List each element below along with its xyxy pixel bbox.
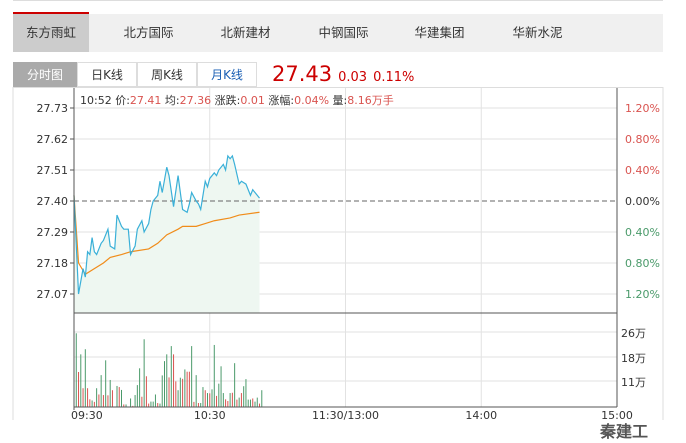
info-pct-label: 涨幅: xyxy=(268,94,295,107)
price-tick-label: 27.73 xyxy=(37,102,69,115)
pct-tick-label: 0.00% xyxy=(625,195,660,208)
price-tick-label: 27.18 xyxy=(37,257,69,270)
pct-tick-label: 0.80% xyxy=(625,133,660,146)
stock-tab-4[interactable]: 华建集团 xyxy=(414,25,465,40)
info-line: 10:52 价:27.41 均:27.36 涨跌:0.01 涨幅:0.04% 量… xyxy=(80,92,394,108)
price-tick-label: 27.62 xyxy=(37,133,69,146)
tab-weekly-k[interactable]: 周K线 xyxy=(137,62,197,87)
quote-row: 27.43 0.03 0.11% xyxy=(272,62,414,87)
price-line xyxy=(73,154,260,295)
pct-tick-label: 1.20% xyxy=(625,102,660,115)
tab-intraday[interactable]: 分时图 xyxy=(13,62,77,87)
stock-tab-bar: 东方雨虹 北方国际 北新建材 中钢国际 华建集团 华新水泥 xyxy=(13,12,663,52)
info-price: 27.41 xyxy=(129,94,162,107)
time-tick-label: 10:30 xyxy=(194,409,226,422)
volume-tick-label: 18万 xyxy=(621,352,646,365)
price-tick-label: 27.40 xyxy=(37,195,69,208)
time-tick-label: 11:30/13:00 xyxy=(312,409,379,422)
stock-tab-3[interactable]: 中钢国际 xyxy=(318,25,369,40)
pct-tick-label: 0.40% xyxy=(625,164,660,177)
info-price-label: 价: xyxy=(115,94,130,107)
price-change-pct: 0.11% xyxy=(373,70,415,85)
tab-daily-k[interactable]: 日K线 xyxy=(77,62,137,87)
info-pct: 0.04% xyxy=(294,94,330,107)
pct-tick-label: 0.80% xyxy=(625,257,660,270)
info-avg-label: 均: xyxy=(164,94,180,107)
watermark: 秦建工 xyxy=(600,422,649,441)
top-divider xyxy=(13,0,663,1)
pct-tick-label: 1.20% xyxy=(625,288,660,301)
current-price: 27.43 xyxy=(272,62,333,86)
price-tick-label: 27.29 xyxy=(37,226,69,239)
info-avg: 27.36 xyxy=(179,94,212,107)
price-tick-label: 27.07 xyxy=(37,288,69,301)
pct-tick-label: 0.40% xyxy=(625,226,660,239)
info-vol: 8.16万手 xyxy=(347,94,394,107)
volume-tick-label: 11万 xyxy=(621,376,646,389)
time-tick-label: 14:00 xyxy=(465,409,497,422)
stock-tab-2[interactable]: 北新建材 xyxy=(220,25,271,40)
info-time: 10:52 xyxy=(80,94,112,107)
stock-tab-5[interactable]: 华新水泥 xyxy=(512,25,563,40)
info-chg-label: 涨跌: xyxy=(214,94,241,107)
time-tick-label: 15:00 xyxy=(601,409,633,422)
tab-monthly-k[interactable]: 月K线 xyxy=(197,62,257,87)
stock-tab-1[interactable]: 北方国际 xyxy=(123,25,174,40)
price-change: 0.03 xyxy=(338,70,368,85)
avg-price-line xyxy=(73,195,260,276)
time-tick-label: 09:30 xyxy=(71,409,103,422)
stock-tab-0[interactable]: 东方雨虹 xyxy=(13,12,89,52)
volume-tick-label: 26万 xyxy=(621,327,646,340)
info-chg: 0.01 xyxy=(240,94,265,107)
price-tick-label: 27.51 xyxy=(37,164,69,177)
info-vol-label: 量: xyxy=(332,94,348,107)
